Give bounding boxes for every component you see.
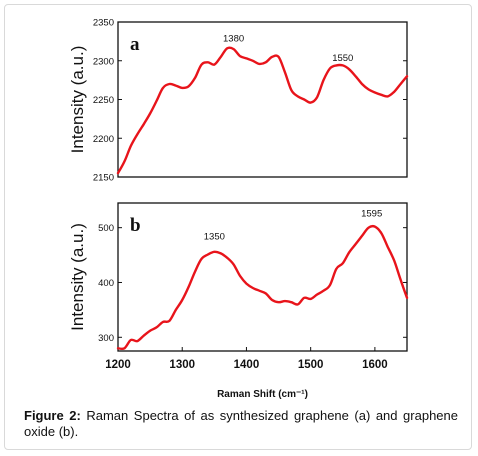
panel-a-chart: 2150 2200 2250 2300 2350 a 1380 1550 Intensi… (68, 18, 409, 184)
y-tick-label: 500 (98, 223, 114, 234)
panel-b-label: b (130, 215, 141, 236)
panel-b-chart: 300 400 500 1200 1300 1400 1500 1600 b 1350 15… (68, 202, 409, 400)
panel-a-y-axis-label: Intensity (a.u.) (68, 46, 87, 154)
panel-a-y-axis: 2150 2200 2250 2300 2350 (93, 18, 407, 184)
figure-caption-text: Raman Spectra of as synthesized graphene… (24, 408, 458, 439)
panel-b-x-axis: 1200 1300 1400 1500 1600 (105, 347, 388, 371)
panel-b-spectrum-line (116, 224, 409, 351)
figure-caption: Figure 2: Raman Spectra of as synthesize… (24, 408, 458, 440)
panel-a-spectrum-line (116, 46, 409, 175)
y-tick-label: 300 (98, 333, 114, 344)
x-tick-label: 1200 (105, 359, 131, 371)
y-tick-label: 2300 (93, 56, 114, 67)
x-tick-label: 1400 (234, 359, 260, 371)
panel-b-y-axis-label: Intensity (a.u.) (68, 223, 87, 331)
y-tick-label: 400 (98, 278, 114, 289)
panel-a-peak-annotation-1550: 1550 (332, 53, 353, 64)
panel-a-peak-annotation-1380: 1380 (223, 33, 244, 44)
figure-frame (4, 4, 472, 450)
y-tick-label: 2150 (93, 173, 114, 184)
x-tick-label: 1500 (298, 359, 324, 371)
panel-a-plot-frame (117, 21, 408, 178)
panel-a-label: a (130, 34, 140, 55)
x-tick-label: 1600 (362, 359, 388, 371)
panel-b-y-axis: 300 400 500 (98, 223, 407, 344)
panel-b-peak-annotation-1595: 1595 (361, 209, 382, 220)
y-tick-label: 2350 (93, 18, 114, 29)
panel-b-peak-annotation-1350: 1350 (204, 232, 225, 243)
y-tick-label: 2200 (93, 134, 114, 145)
y-tick-label: 2250 (93, 95, 114, 106)
x-tick-label: 1300 (169, 359, 195, 371)
figure-caption-label: Figure 2: (24, 408, 81, 423)
panel-b-plot-frame (117, 202, 408, 352)
panel-b-x-axis-label: Raman Shift (cm⁻¹) (217, 389, 308, 400)
